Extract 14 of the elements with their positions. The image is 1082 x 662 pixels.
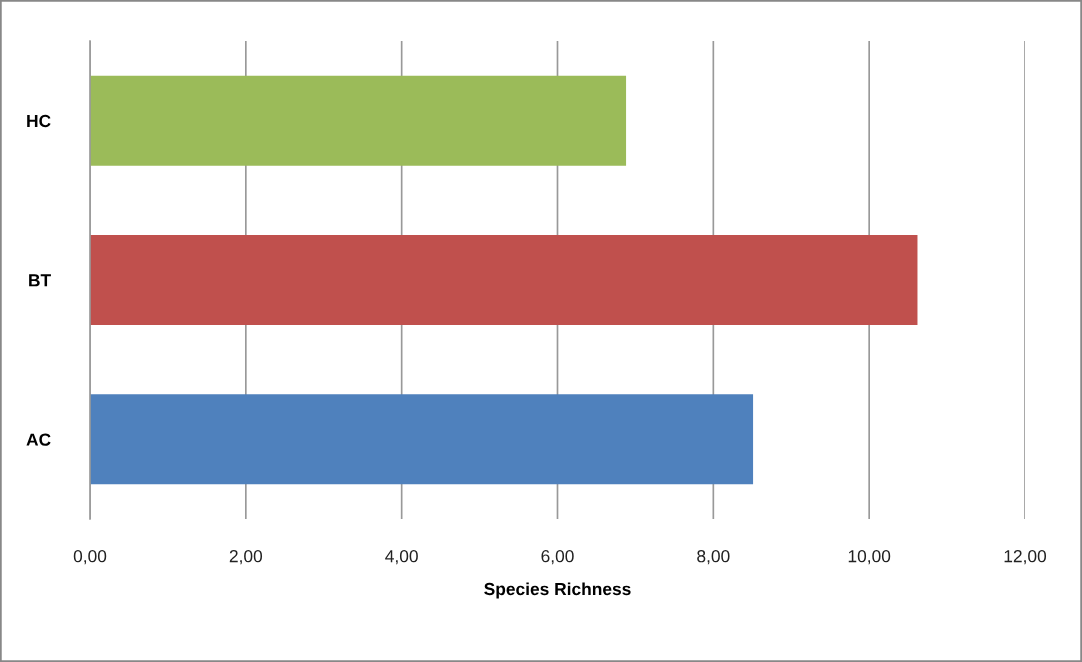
x-tick-label: 4,00 — [385, 550, 418, 565]
x-tick-label: 8,00 — [697, 550, 730, 565]
x-tick-label: 10,00 — [848, 550, 891, 565]
y-tick-label: AC — [26, 433, 51, 446]
bar — [90, 75, 627, 166]
x-tick-label: 12,00 — [1004, 550, 1047, 565]
x-tick-label: 0,00 — [73, 550, 107, 565]
bar — [90, 234, 918, 326]
y-tick-label: BT — [29, 274, 51, 287]
x-axis-title: Species Richness — [484, 582, 631, 599]
x-tick-label: 6,00 — [541, 550, 574, 565]
y-tick-label: HC — [27, 114, 51, 128]
bar — [90, 394, 754, 485]
x-tick-label: 2,00 — [229, 550, 263, 565]
